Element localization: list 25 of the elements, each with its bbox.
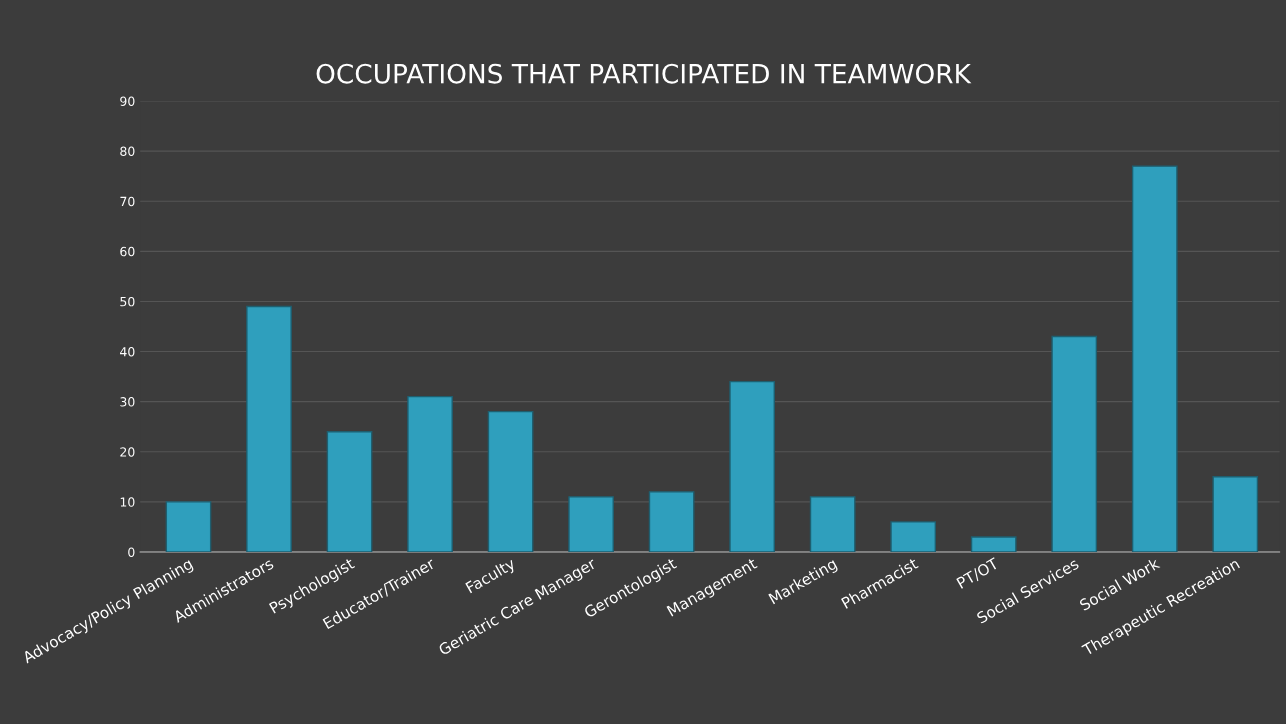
y-tick-label: 60 xyxy=(120,246,135,257)
bar xyxy=(246,305,292,552)
bar xyxy=(487,410,534,552)
y-tick-label: 70 xyxy=(120,196,135,207)
y-tick-label: 50 xyxy=(120,296,135,307)
bar xyxy=(809,496,856,552)
bar xyxy=(1051,335,1098,552)
y-tick-label: 40 xyxy=(120,347,135,357)
bar xyxy=(407,395,453,552)
bar xyxy=(568,496,614,552)
y-tick-label: 30 xyxy=(120,397,135,407)
bar xyxy=(326,431,373,552)
y-tick-label: 20 xyxy=(120,447,135,457)
y-tick-label: 0 xyxy=(128,547,135,557)
bar xyxy=(165,501,212,552)
bar xyxy=(729,380,775,552)
bar xyxy=(890,521,937,552)
bar xyxy=(1131,165,1178,552)
y-tick-label: 10 xyxy=(120,497,135,507)
bar xyxy=(970,536,1017,552)
y-tick-label: 90 xyxy=(120,96,135,106)
bar xyxy=(1212,476,1259,552)
y-tick-label: 80 xyxy=(120,146,135,157)
bar xyxy=(648,491,695,552)
chart-title: OCCUPATIONS THAT PARTICIPATED IN TEAMWORK xyxy=(316,63,972,84)
